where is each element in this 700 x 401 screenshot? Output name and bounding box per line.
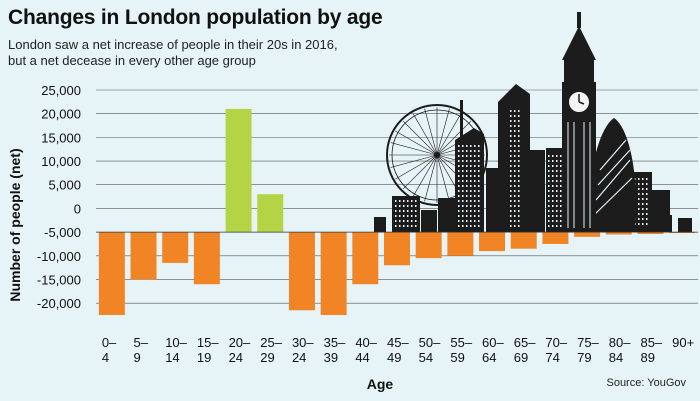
bar: [130, 232, 157, 280]
x-tick-label: 49: [387, 350, 401, 365]
bar: [225, 108, 252, 233]
y-tick-label: 5,000: [48, 178, 81, 193]
bar: [637, 232, 664, 234]
x-tick-label: 90+: [672, 335, 694, 350]
x-tick-label: 25–: [260, 335, 282, 350]
london-skyline-illustration: [374, 12, 692, 232]
bar: [669, 232, 696, 234]
x-axis-label: Age: [367, 376, 394, 392]
x-tick-label: 29: [260, 350, 274, 365]
x-tick-label: 44: [355, 350, 369, 365]
bar: [352, 232, 379, 285]
y-tick-label: 25,000: [41, 83, 81, 98]
x-tick-label: 14: [165, 350, 179, 365]
bar: [510, 232, 537, 249]
x-tick-label: 39: [324, 350, 338, 365]
bar: [193, 232, 220, 285]
source-note: Source: YouGov: [606, 377, 686, 389]
bar: [98, 232, 125, 315]
x-tick-label: 54: [419, 350, 433, 365]
x-tick-labels: 0–45–910–1415–1920–2425–2930–2435–3940–4…: [102, 335, 694, 365]
x-tick-label: 19: [197, 350, 211, 365]
x-tick-label: 70–: [545, 335, 567, 350]
x-tick-label: 64: [482, 350, 496, 365]
x-tick-label: 80–: [609, 335, 631, 350]
x-tick-label: 15–: [197, 335, 219, 350]
x-tick-label: 10–: [165, 335, 187, 350]
x-tick-label: 20–: [229, 335, 251, 350]
bar: [320, 232, 347, 315]
y-tick-label: -20,000: [37, 296, 81, 311]
skyline-buildings: [374, 84, 692, 232]
bars: [96, 108, 698, 315]
subtitle-line-2: but a net decease in every other age gro…: [8, 53, 256, 68]
x-tick-label: 30–: [292, 335, 314, 350]
x-tick-label: 40–: [355, 335, 377, 350]
x-tick-label: 50–: [419, 335, 441, 350]
gherkin-building-icon: [588, 118, 636, 232]
x-tick-label: 85–: [640, 335, 662, 350]
bar: [542, 232, 569, 244]
x-tick-label: 65–: [514, 335, 536, 350]
x-tick-label: 9: [134, 350, 141, 365]
chart-title: Changes in London population by age: [8, 6, 383, 29]
chart-subtitle: London saw a net increase of people in t…: [8, 37, 428, 69]
x-tick-label: 84: [609, 350, 623, 365]
bar: [288, 232, 315, 311]
bar: [605, 232, 632, 235]
bar: [415, 232, 442, 259]
x-tick-label: 45–: [387, 335, 409, 350]
big-ben-icon: [562, 12, 596, 232]
bar: [447, 232, 474, 256]
y-tick-labels: 25,000 20,000 15,000 10,000 5,000 0 -5,000 -10,…: [37, 83, 81, 311]
y-tick-label: 0: [74, 201, 81, 216]
x-tick-label: 5–: [134, 335, 149, 350]
x-tick-label: 69: [514, 350, 528, 365]
x-tick-label: 79: [577, 350, 591, 365]
x-tick-label: 74: [545, 350, 559, 365]
bar: [479, 232, 506, 252]
x-tick-label: 75–: [577, 335, 599, 350]
x-tick-label: 24: [229, 350, 243, 365]
y-tick-label: 15,000: [41, 130, 81, 145]
x-tick-label: 60–: [482, 335, 504, 350]
y-tick-label: -10,000: [37, 249, 81, 264]
y-axis-label: Number of people (net): [7, 148, 23, 301]
x-tick-label: 4: [102, 350, 109, 365]
x-tick-label: 55–: [450, 335, 472, 350]
y-tick-label: 10,000: [41, 154, 81, 169]
bar: [574, 232, 601, 237]
x-tick-label: 0–: [102, 335, 117, 350]
bar: [162, 232, 189, 263]
y-tick-label: 20,000: [41, 107, 81, 122]
y-tick-label: -15,000: [37, 272, 81, 287]
x-tick-label: 59: [450, 350, 464, 365]
bar: [257, 194, 284, 233]
bar: [384, 232, 410, 266]
x-tick-label: 89: [640, 350, 654, 365]
y-tick-label: -5,000: [44, 225, 81, 240]
x-tick-label: 24: [292, 350, 306, 365]
x-tick-label: 35–: [324, 335, 346, 350]
subtitle-line-1: London saw a net increase of people in t…: [8, 37, 338, 52]
